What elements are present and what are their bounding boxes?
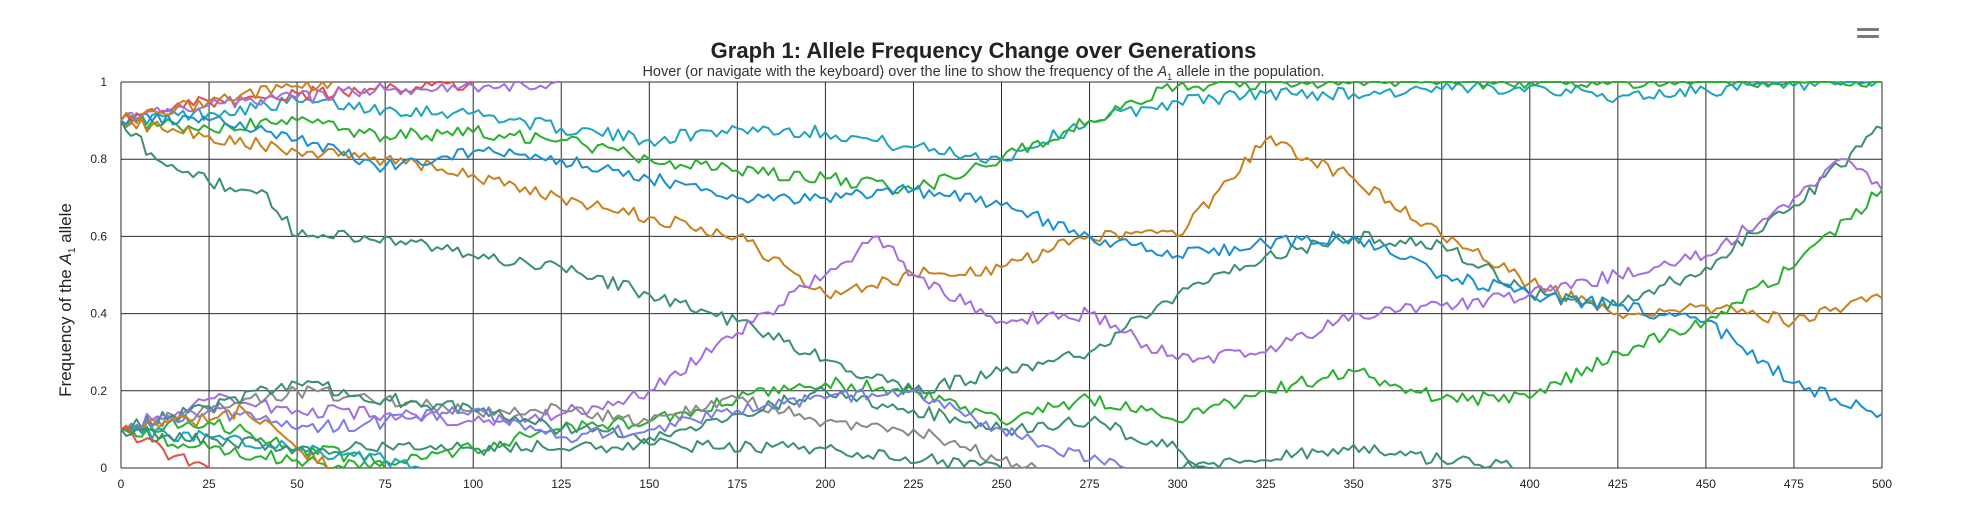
x-tick-label: 200 [815,477,835,491]
hamburger-menu-icon[interactable] [1857,28,1879,42]
subtitle-text-before: Hover (or navigate with the keyboard) ov… [642,64,1158,80]
x-tick-label: 225 [903,477,923,491]
y-tick-label: 0.6 [90,229,107,243]
series-line[interactable] [120,120,1883,395]
x-tick-label: 425 [1608,477,1628,491]
subtitle-allele-symbol: A [1157,64,1168,80]
x-tick-label: 125 [551,477,571,491]
x-tick-label: 350 [1344,477,1364,491]
y-tick-label: 0.4 [90,307,107,321]
y-tick-label: 0.8 [90,152,107,166]
series-line[interactable] [120,427,386,469]
x-tick-label: 0 [118,477,125,491]
x-tick-label: 50 [290,477,304,491]
x-tick-label: 250 [991,477,1011,491]
series-line[interactable] [120,387,1126,469]
y-tick-label: 0.2 [90,384,107,398]
series-line[interactable] [1177,443,1513,469]
chart-title: Graph 1: Allele Frequency Change over Ge… [710,38,1257,63]
y-tick-label: 0 [100,461,107,475]
series-line[interactable] [120,427,210,469]
y-axis-title-allele: A [56,253,75,265]
y-axis-title-before: Frequency of the [56,265,75,397]
x-tick-label: 300 [1168,477,1188,491]
series-line[interactable] [120,81,334,125]
series-line[interactable] [120,385,1038,469]
series-line[interactable] [120,189,1883,468]
x-tick-label: 400 [1520,477,1540,491]
x-tick-label: 75 [378,477,392,491]
series-line[interactable] [120,427,1003,469]
series-line[interactable] [120,117,1883,328]
series-line[interactable] [120,81,1882,195]
subtitle-allele-subscript: 1 [1167,71,1173,82]
y-axis-title-subscript: 1 [67,247,78,253]
y-axis-title-after: allele [56,203,75,247]
x-tick-label: 175 [727,477,747,491]
grid-lines [120,81,1883,469]
x-tick-label: 100 [463,477,483,491]
x-tick-label: 275 [1080,477,1100,491]
series-line[interactable] [120,380,1213,469]
series-line[interactable] [120,112,1883,419]
series-lines [120,81,1883,469]
subtitle-text-after: allele in the population. [1172,64,1325,80]
series-line[interactable] [120,404,333,469]
series-line[interactable] [120,81,474,122]
x-tick-label: 375 [1432,477,1452,491]
y-axis-title: Frequency of the A1 allele [56,203,78,397]
y-tick-label: 1 [100,75,107,89]
x-tick-label: 500 [1872,477,1892,491]
x-tick-label: 25 [202,477,216,491]
tick-labels: 0 0.2 0.4 0.6 0.8 1 0 25 50 75 100 125 150 175 200 225 2… [90,75,1892,491]
chart-subtitle: Hover (or navigate with the keyboard) ov… [0,64,1967,82]
x-tick-label: 475 [1784,477,1804,491]
x-tick-label: 150 [639,477,659,491]
x-tick-label: 450 [1696,477,1716,491]
series-line[interactable] [120,158,1883,432]
x-tick-label: 325 [1256,477,1276,491]
